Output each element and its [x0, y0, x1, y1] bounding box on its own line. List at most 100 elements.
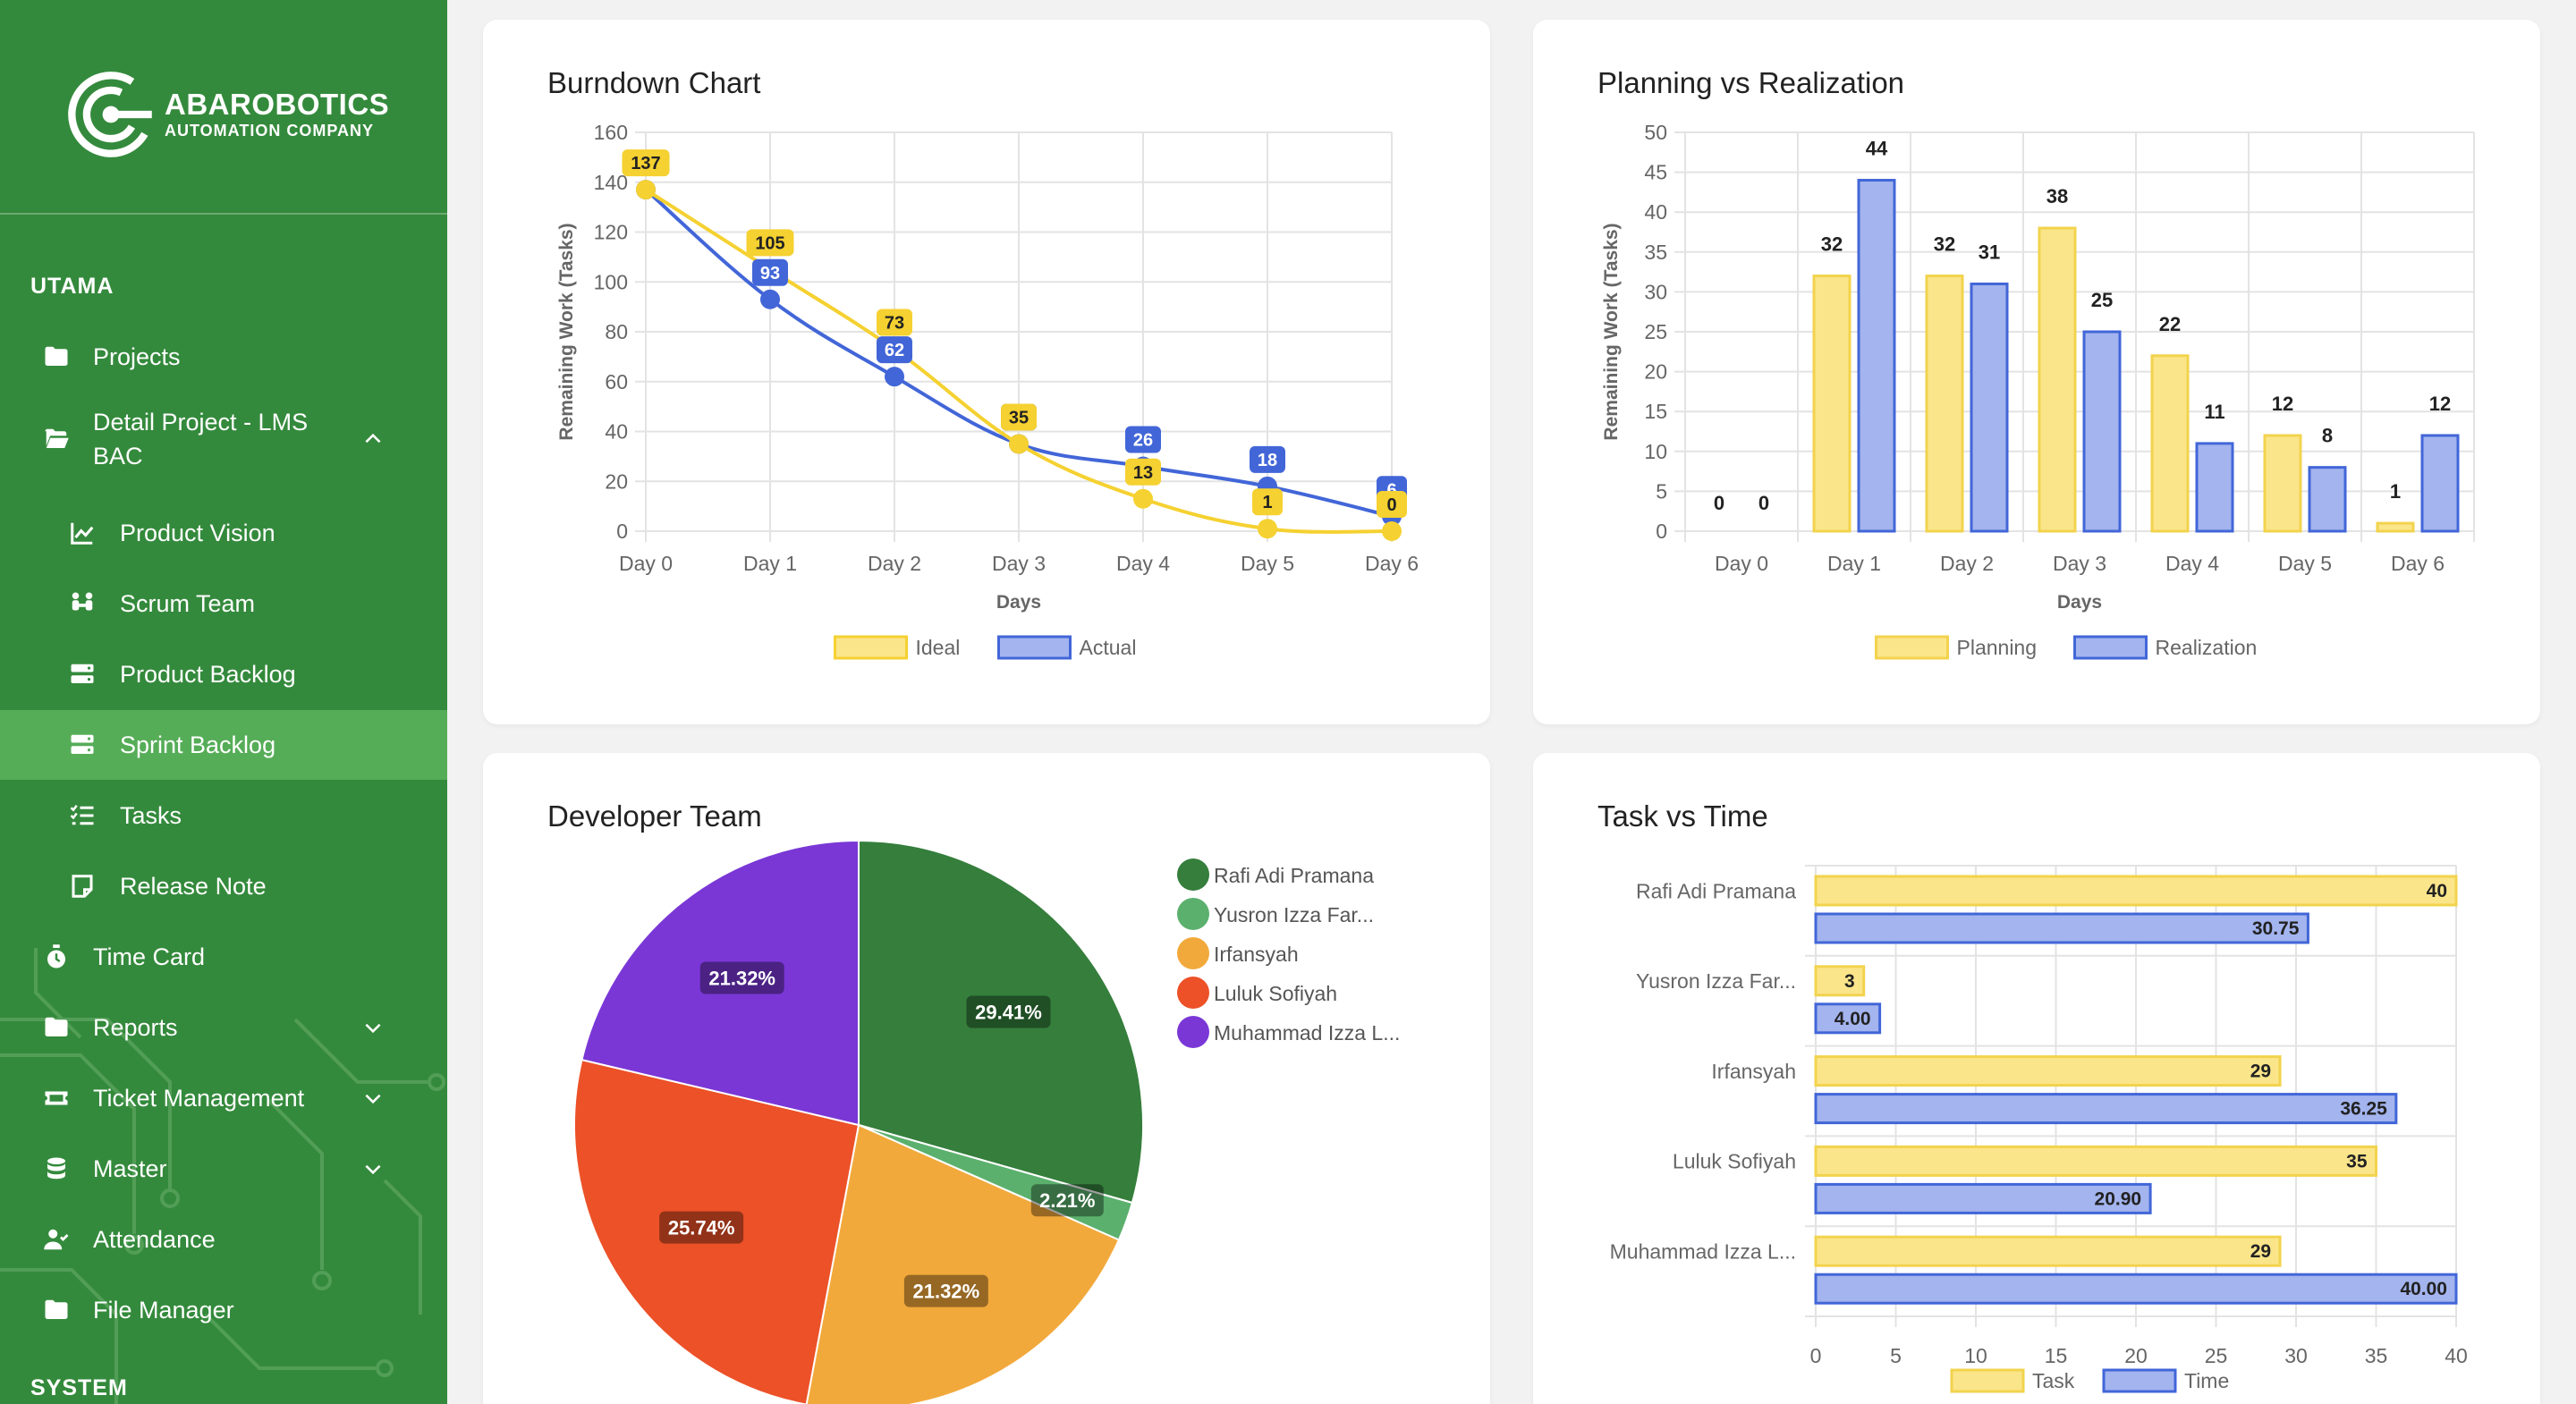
sidebar-item-label: Attendance — [93, 1225, 216, 1253]
bar-realization — [2082, 330, 2122, 533]
data-label-badge — [1001, 403, 1037, 431]
bar-value-label: 11 — [2204, 401, 2224, 423]
y-tick-label: 160 — [594, 121, 628, 144]
sidebar-item-label: Scrum Team — [120, 589, 256, 617]
bar-value-label: 12 — [2272, 393, 2293, 415]
sticky-note-icon — [69, 873, 96, 900]
y-tick-label: 80 — [605, 320, 628, 343]
bar-value-label: 22 — [2159, 313, 2181, 335]
chevron-down-icon[interactable] — [361, 1087, 385, 1110]
legend-swatch — [2102, 1368, 2177, 1393]
sidebar-item-release-note[interactable]: Release Note — [0, 851, 447, 921]
section-title-main: UTAMA — [30, 274, 114, 299]
bar-time — [1814, 1182, 2152, 1214]
chevron-up-icon[interactable] — [361, 427, 385, 451]
data-label: 1 — [1262, 493, 1272, 512]
sidebar: ABAROBOTICS AUTOMATION COMPANY UTAMA Pro… — [0, 0, 447, 1404]
data-label: 26 — [1133, 431, 1153, 451]
y-tick-label: 140 — [594, 171, 628, 194]
x-tick-label: Day 3 — [2053, 552, 2106, 575]
data-label: 137 — [631, 154, 660, 173]
bar-value-label: 35 — [2346, 1151, 2368, 1171]
data-label: 35 — [1009, 408, 1029, 427]
bar-value-label: 3 — [1844, 971, 1855, 992]
legend-swatch — [1177, 937, 1209, 969]
legend-swatch — [834, 635, 908, 660]
legend-swatch — [1177, 898, 1209, 930]
bar-value-label: 32 — [1821, 233, 1843, 256]
pie-slice — [805, 1123, 1121, 1404]
bar-value-label: 38 — [2046, 185, 2068, 207]
data-label: 93 — [760, 264, 780, 283]
x-tick-label: 0 — [1810, 1344, 1822, 1367]
chart-title: Planning vs Realization — [1597, 66, 1905, 99]
slice-label-badge — [1030, 1184, 1104, 1217]
legend-label: Task — [2032, 1369, 2075, 1392]
bar-task — [1814, 965, 1866, 997]
sidebar-item-label: Release Note — [120, 872, 267, 900]
sidebar-item-ticket-management[interactable]: Ticket Management — [0, 1063, 447, 1133]
x-tick-label: Day 2 — [868, 552, 921, 575]
sidebar-item-projects[interactable]: Projects — [0, 322, 447, 392]
chevron-down-icon[interactable] — [361, 1016, 385, 1039]
line-chart-icon — [69, 520, 96, 546]
y-tick-label: 120 — [594, 221, 628, 244]
y-tick-label: 50 — [1644, 121, 1667, 144]
data-label-badge — [1250, 445, 1285, 473]
server-icon — [69, 732, 96, 758]
chevron-down-icon[interactable] — [361, 1157, 385, 1180]
sidebar-item-scrum-team[interactable]: Scrum Team — [0, 569, 447, 639]
data-label: 0 — [1386, 495, 1396, 515]
sidebar-item-product-vision[interactable]: Product Vision — [0, 498, 447, 568]
y-tick-label: 40 — [1644, 200, 1667, 224]
legend-swatch — [1177, 1016, 1209, 1048]
bar-value-label: 0 — [1758, 492, 1769, 514]
y-tick-label: Irfansyah — [1711, 1060, 1796, 1083]
bar-value-label: 44 — [1866, 138, 1888, 160]
sidebar-item-time-card[interactable]: Time Card — [0, 922, 447, 992]
data-label: 6 — [1386, 480, 1396, 500]
sidebar-item-attendance[interactable]: Attendance — [0, 1205, 447, 1274]
y-tick-label: 10 — [1644, 440, 1667, 463]
bar-planning — [2038, 226, 2077, 533]
bar-planning — [1925, 275, 1964, 533]
data-label-badge — [1377, 491, 1407, 518]
slice-label: 21.32% — [913, 1281, 980, 1303]
bar-value-label: 12 — [2429, 393, 2451, 415]
legend-label: Realization — [2156, 636, 2258, 659]
data-label: 73 — [885, 314, 904, 334]
legend-swatch — [1950, 1368, 2025, 1393]
sidebar-item-label: Projects — [93, 343, 181, 370]
bar-planning — [2376, 521, 2415, 533]
data-label: 18 — [1258, 451, 1277, 470]
sidebar-item-reports[interactable]: Reports — [0, 993, 447, 1062]
data-label-badge — [746, 229, 794, 257]
sidebar-item-label: Tasks — [120, 801, 182, 829]
bar-value-label: 20.90 — [2095, 1188, 2142, 1209]
x-tick-label: Day 2 — [1940, 552, 1994, 575]
x-tick-label: 35 — [2365, 1344, 2388, 1367]
slice-label-badge — [903, 1274, 988, 1307]
bar-time — [1814, 912, 2309, 944]
company-logo[interactable]: ABAROBOTICS AUTOMATION COMPANY — [64, 68, 389, 161]
user-check-icon — [43, 1226, 70, 1253]
legend-label: Ideal — [916, 636, 961, 659]
legend-label: Luluk Sofiyah — [1214, 982, 1337, 1005]
sidebar-item-tasks[interactable]: Tasks — [0, 781, 447, 850]
data-label: 105 — [755, 233, 784, 253]
data-point-ideal — [1009, 434, 1029, 454]
chart-title: Developer Team — [547, 799, 762, 833]
data-label-badge — [877, 336, 912, 364]
sidebar-item-product-backlog[interactable]: Product Backlog — [0, 639, 447, 709]
sidebar-item-master[interactable]: Master — [0, 1134, 447, 1204]
sidebar-item-file-manager[interactable]: File Manager — [0, 1275, 447, 1345]
sidebar-item-label: Master — [93, 1154, 167, 1182]
folder-icon — [43, 1297, 70, 1324]
sidebar-item-sprint-backlog[interactable]: Sprint Backlog — [0, 710, 447, 780]
legend-swatch — [1875, 635, 1949, 660]
legend-label: Time — [2184, 1369, 2229, 1392]
sidebar-item-detail-project[interactable]: Detail Project - LMS BAC — [0, 396, 447, 482]
x-axis-title: Days — [996, 592, 1041, 613]
x-tick-label: 20 — [2124, 1344, 2148, 1367]
bar-value-label: 30.75 — [2252, 918, 2300, 939]
